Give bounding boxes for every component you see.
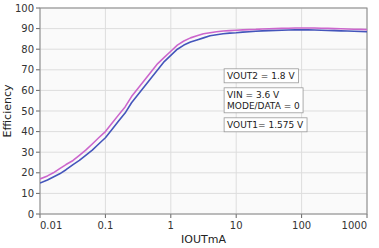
tick-label: 30	[21, 147, 34, 158]
tick	[36, 69, 40, 70]
grid	[40, 8, 367, 214]
tick	[301, 214, 302, 218]
annotation-box	[224, 69, 298, 83]
annotation-line: MODE/DATA = 0	[227, 101, 300, 111]
tick	[36, 111, 40, 112]
tick	[36, 49, 40, 50]
tick-label: 40	[21, 126, 34, 137]
annotation: VIN = 3.6 VMODE/DATA = 0	[224, 88, 303, 113]
series-line	[40, 30, 367, 183]
tick-label: 100	[292, 220, 311, 231]
tick	[36, 28, 40, 29]
annotation-text: VOUT2 = 1.8 V	[227, 71, 295, 81]
series-line	[40, 28, 367, 179]
tick	[36, 90, 40, 91]
tick-label: 10	[21, 188, 34, 199]
tick-label: 0	[28, 209, 34, 220]
grid-line	[170, 8, 171, 214]
tick	[36, 131, 40, 132]
tick-label: 1	[168, 220, 174, 231]
tick-label: 20	[21, 167, 34, 178]
grid-line	[40, 172, 367, 173]
grid-line	[40, 69, 367, 70]
grid-line	[40, 90, 367, 91]
tick-label: 0.1	[97, 220, 113, 231]
grid-line	[40, 131, 367, 132]
annotation-text: VOUT1= 1.575 V	[227, 120, 304, 130]
tick-label: 1000	[342, 220, 367, 231]
tick	[170, 214, 171, 218]
grid-line	[40, 49, 367, 50]
tick-label: 0.01	[40, 220, 62, 231]
annotation-text: VIN = 3.6 VMODE/DATA = 0	[227, 90, 300, 111]
tick	[40, 214, 41, 218]
series-group	[40, 28, 367, 183]
tick	[36, 214, 40, 215]
x-axis-label: IOUTmA	[181, 233, 226, 246]
grid-line	[105, 8, 106, 214]
grid-line	[40, 111, 367, 112]
annotation-line: VIN = 3.6 V	[227, 90, 280, 100]
tick-label: 90	[21, 23, 34, 34]
frame	[40, 8, 367, 214]
y-axis-label: Efficiency	[1, 84, 14, 137]
axes: 0 10 20 30 40 50 60 70 80 90 100 0.01 0.1 1 10 100 1000	[15, 3, 367, 232]
grid-line	[40, 193, 367, 194]
tick	[36, 152, 40, 153]
annotation: VOUT2 = 1.8 V	[224, 69, 298, 83]
tick	[36, 193, 40, 194]
annotation: VOUT1= 1.575 V	[224, 118, 307, 132]
tick	[105, 214, 106, 218]
annotation-box	[224, 118, 307, 132]
annotation-line: VOUT1= 1.575 V	[227, 120, 304, 130]
annotations: VOUT2 = 1.8 V VIN = 3.6 VMODE/DATA = 0 VOU…	[224, 69, 307, 132]
annotation-line: VOUT2 = 1.8 V	[227, 71, 295, 81]
tick-label: 60	[21, 85, 34, 96]
tick-label: 100	[15, 3, 34, 14]
tick	[36, 172, 40, 173]
tick-label: 10	[230, 220, 243, 231]
tick	[236, 214, 237, 218]
tick-label: 70	[21, 64, 34, 75]
annotation-box	[224, 88, 303, 113]
tick-label: 80	[21, 44, 34, 55]
plot-area	[40, 8, 367, 214]
tick	[367, 214, 368, 218]
tick	[36, 8, 40, 9]
tick-label: 50	[21, 106, 34, 117]
chart: 0 10 20 30 40 50 60 70 80 90 100 0.01 0.1 1 10 100 1000 I…	[0, 0, 379, 248]
